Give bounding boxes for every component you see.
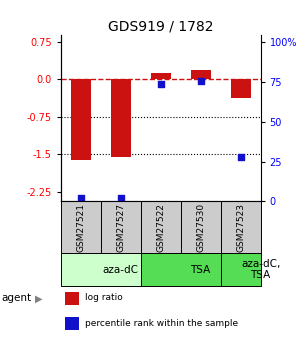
Bar xyxy=(65,292,78,305)
Bar xyxy=(71,79,91,160)
Point xyxy=(198,78,203,83)
Text: log ratio: log ratio xyxy=(85,293,122,302)
Text: GSM27521: GSM27521 xyxy=(76,203,85,252)
Title: GDS919 / 1782: GDS919 / 1782 xyxy=(108,19,213,33)
Text: GSM27527: GSM27527 xyxy=(116,203,125,252)
Point xyxy=(238,154,243,160)
Point xyxy=(118,195,123,200)
Bar xyxy=(65,317,78,331)
Text: agent: agent xyxy=(2,294,32,303)
Text: GSM27522: GSM27522 xyxy=(156,203,165,252)
Text: aza-dC: aza-dC xyxy=(103,265,138,275)
Bar xyxy=(151,73,171,79)
Bar xyxy=(61,253,141,286)
Bar xyxy=(141,253,221,286)
Text: aza-dC,
TSA: aza-dC, TSA xyxy=(241,259,280,280)
Bar xyxy=(231,79,251,98)
Point xyxy=(78,196,83,201)
Bar xyxy=(101,201,141,253)
Point xyxy=(158,81,163,87)
Bar xyxy=(141,201,181,253)
Bar xyxy=(221,201,261,253)
Bar xyxy=(221,253,261,286)
Bar xyxy=(191,70,211,79)
Bar xyxy=(111,79,131,157)
Text: percentile rank within the sample: percentile rank within the sample xyxy=(85,319,238,328)
Text: GSM27530: GSM27530 xyxy=(196,203,205,252)
Text: ▶: ▶ xyxy=(35,294,42,303)
Text: GSM27523: GSM27523 xyxy=(236,203,245,252)
Bar xyxy=(181,201,221,253)
Bar xyxy=(61,201,101,253)
Text: TSA: TSA xyxy=(191,265,211,275)
